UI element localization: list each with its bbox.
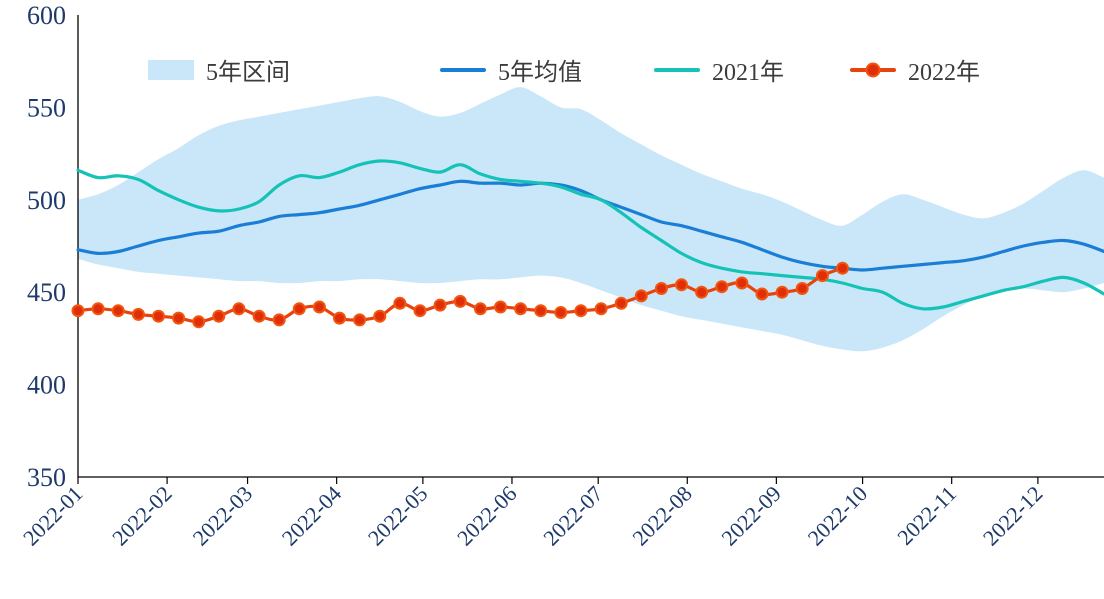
series-marker-2022年	[514, 302, 528, 316]
marker-dot-icon	[865, 62, 881, 77]
series-marker-2022年	[836, 261, 849, 275]
y-tick-label: 400	[27, 371, 66, 400]
series-marker-2022年	[212, 309, 226, 323]
series-marker-2022年	[71, 304, 85, 318]
series-marker-2022年	[554, 306, 568, 319]
series-marker-2022年	[333, 311, 346, 325]
series-marker-2022年	[111, 304, 125, 318]
series-marker-2022年	[614, 296, 628, 310]
series-marker-2022年	[534, 304, 548, 318]
line-dot-swatch-icon	[850, 62, 896, 77]
series-marker-2022年	[775, 285, 789, 299]
series-marker-2022年	[815, 269, 829, 283]
series-marker-2022年	[373, 309, 387, 323]
x-tick-label: 2022-08	[627, 481, 697, 551]
y-tick-label: 450	[27, 278, 66, 307]
series-marker-2022年	[252, 309, 266, 323]
series-marker-2022年	[312, 300, 326, 314]
series-line-2021年	[76, 159, 1104, 311]
series-marker-2022年	[715, 280, 729, 294]
chart-legend: 5年区间 5年均值 2021年 2022年	[148, 52, 980, 87]
series-marker-2022年	[232, 302, 246, 316]
series-marker-2022年	[755, 287, 769, 301]
x-tick-label: 2022-09	[716, 481, 786, 551]
series-marker-2022年	[272, 313, 286, 327]
series-marker-2022年	[172, 311, 186, 325]
series-marker-2022年	[453, 294, 467, 308]
legend-label-5yr-avg: 5年均值	[498, 60, 582, 86]
x-tick-label: 2022-03	[188, 481, 258, 551]
x-tick-label: 2022-07	[538, 481, 608, 551]
series-marker-2022年	[413, 304, 427, 318]
legend-item-band: 5年区间	[148, 52, 290, 87]
series-marker-2022年	[91, 302, 105, 316]
series-marker-2022年	[654, 282, 668, 295]
x-tick-label: 2022-05	[363, 481, 433, 551]
series-marker-2022年	[574, 304, 588, 318]
series-marker-2022年	[192, 315, 206, 329]
series-marker-2022年	[433, 298, 447, 312]
series-marker-2022年	[634, 289, 648, 303]
series-marker-2022年	[353, 313, 367, 327]
x-tick-label: 2022-10	[803, 481, 873, 551]
legend-label-band: 5年区间	[206, 60, 290, 86]
line-swatch-icon	[440, 67, 486, 72]
series-marker-2022年	[735, 276, 749, 290]
series-marker-2022年	[152, 309, 165, 323]
series-marker-2022年	[131, 307, 145, 321]
series-marker-2022年	[675, 278, 688, 292]
series-marker-2022年	[494, 300, 507, 314]
x-tick-label: 2022-12	[978, 481, 1048, 551]
series-marker-2022年	[695, 285, 709, 299]
x-tick-label: 2022-11	[892, 481, 961, 550]
x-tick-label: 2022-02	[107, 481, 177, 551]
band-swatch-icon	[148, 59, 194, 80]
legend-label-2022: 2022年	[908, 60, 980, 86]
series-marker-2022年	[292, 302, 306, 316]
y-tick-label: 350	[27, 463, 66, 492]
series-marker-2022年	[594, 302, 608, 316]
x-tick-label: 2022-04	[277, 481, 347, 551]
series-marker-2022年	[473, 302, 487, 316]
series-marker-2022年	[795, 282, 809, 295]
series-marker-2022年	[393, 296, 407, 310]
legend-item-5yr-avg: 5年均值	[440, 52, 582, 87]
y-tick-label: 500	[27, 186, 66, 215]
legend-item-2021: 2021年	[654, 52, 784, 87]
legend-item-2022: 2022年	[850, 52, 980, 87]
x-tick-label: 2022-06	[452, 481, 522, 551]
y-tick-label: 600	[27, 1, 66, 30]
y-tick-label: 550	[27, 93, 66, 122]
legend-label-2021: 2021年	[712, 60, 784, 86]
line-swatch-icon	[654, 67, 700, 72]
